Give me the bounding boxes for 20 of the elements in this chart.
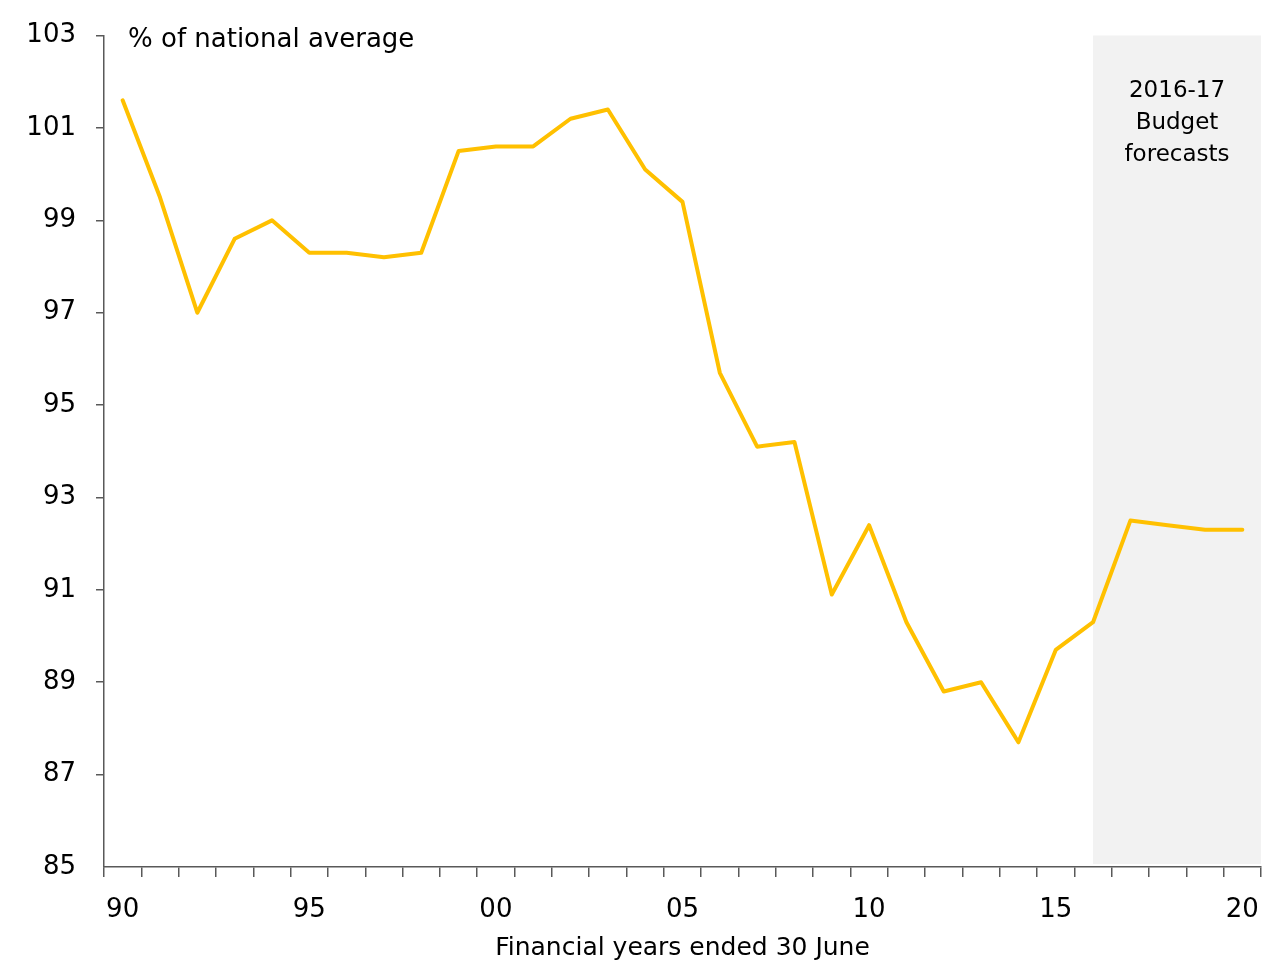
y-axis-title: % of national average: [128, 23, 415, 54]
x-axis-title: Financial years ended 30 June: [495, 931, 870, 961]
x-tick-label: 15: [1039, 893, 1073, 924]
x-tick-label: 00: [479, 893, 513, 924]
y-tick-label: 101: [26, 110, 76, 141]
y-tick-label: 93: [42, 480, 76, 511]
y-tick-label: 95: [42, 387, 76, 418]
y-tick-label: 89: [42, 664, 76, 695]
x-tick-label: 90: [106, 893, 140, 924]
y-tick-label: 97: [42, 295, 76, 326]
y-tick-label: 91: [42, 572, 76, 603]
x-tick-label: 95: [292, 893, 326, 924]
y-tick-label: 103: [26, 18, 76, 49]
x-tick-label: 20: [1225, 893, 1259, 924]
band-label: 2016-17 Budget forecasts: [1124, 75, 1230, 166]
y-tick-label: 87: [42, 757, 76, 788]
y-tick-label: 85: [42, 849, 76, 880]
x-tick-label: 10: [852, 893, 886, 924]
x-tick-label: 05: [665, 893, 700, 924]
y-tick-label: 99: [42, 203, 76, 234]
